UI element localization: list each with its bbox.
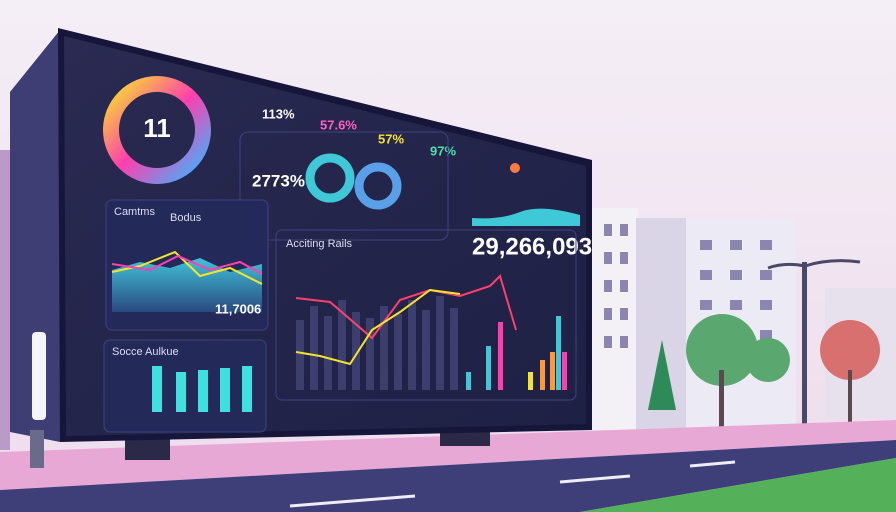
card <box>239 131 449 241</box>
big-number: 29,266,093 <box>472 233 592 260</box>
area-chart <box>112 258 262 312</box>
grass <box>580 458 896 512</box>
billboard: 11 113% 57.6% 57% 97% 2773% 29,266,093 C… <box>10 28 592 468</box>
panel-title: Socce Aulkue <box>112 346 179 358</box>
sidewalk <box>0 420 896 490</box>
panel-title: Camtms <box>114 206 155 218</box>
panel-title: Acciting Rails <box>286 238 353 250</box>
kpi: 97% <box>430 143 456 158</box>
mini-area <box>472 208 580 226</box>
kpi: 57.6% <box>320 117 357 132</box>
line-series <box>295 288 461 366</box>
kpi: 113% <box>262 106 295 121</box>
bar-group <box>152 366 252 412</box>
donut <box>305 153 355 203</box>
road-lines <box>289 460 736 508</box>
left-value: 2773% <box>252 171 305 190</box>
panel <box>275 229 577 401</box>
trees <box>648 259 880 432</box>
panel-tag: Bodus <box>170 212 202 224</box>
bar-group <box>296 296 458 390</box>
kpi: 57% <box>378 131 404 146</box>
donut <box>354 162 402 210</box>
ring-value: 11 <box>143 113 171 143</box>
panel-value: 11,7006 <box>215 301 261 316</box>
road <box>0 440 896 512</box>
donut-ring <box>103 76 211 184</box>
